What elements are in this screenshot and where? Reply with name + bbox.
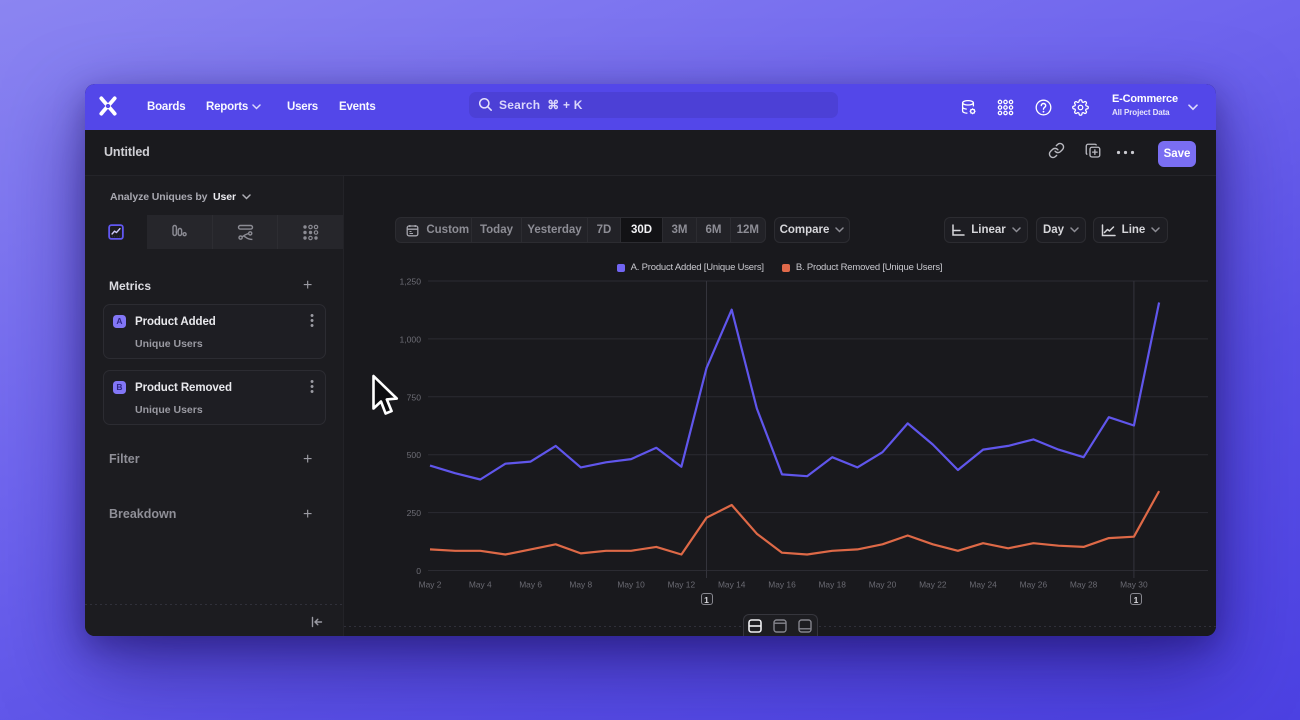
svg-text:May 18: May 18: [818, 580, 846, 590]
svg-text:May 30: May 30: [1120, 580, 1148, 590]
svg-text:May 4: May 4: [469, 580, 492, 590]
svg-text:500: 500: [407, 450, 422, 460]
svg-text:May 10: May 10: [617, 580, 645, 590]
svg-text:0: 0: [416, 566, 421, 576]
svg-text:May 22: May 22: [919, 580, 947, 590]
svg-text:May 2: May 2: [419, 580, 442, 590]
svg-text:May 28: May 28: [1070, 580, 1098, 590]
svg-text:May 20: May 20: [869, 580, 897, 590]
svg-text:May 16: May 16: [768, 580, 796, 590]
svg-text:May 24: May 24: [969, 580, 997, 590]
svg-text:May 14: May 14: [718, 580, 746, 590]
svg-text:1,250: 1,250: [399, 277, 421, 287]
svg-text:May 12: May 12: [668, 580, 696, 590]
svg-text:May 8: May 8: [569, 580, 592, 590]
svg-text:May 6: May 6: [519, 580, 542, 590]
svg-text:1,000: 1,000: [399, 334, 421, 344]
svg-text:750: 750: [407, 392, 422, 402]
svg-text:250: 250: [407, 508, 422, 518]
svg-text:May 26: May 26: [1020, 580, 1048, 590]
